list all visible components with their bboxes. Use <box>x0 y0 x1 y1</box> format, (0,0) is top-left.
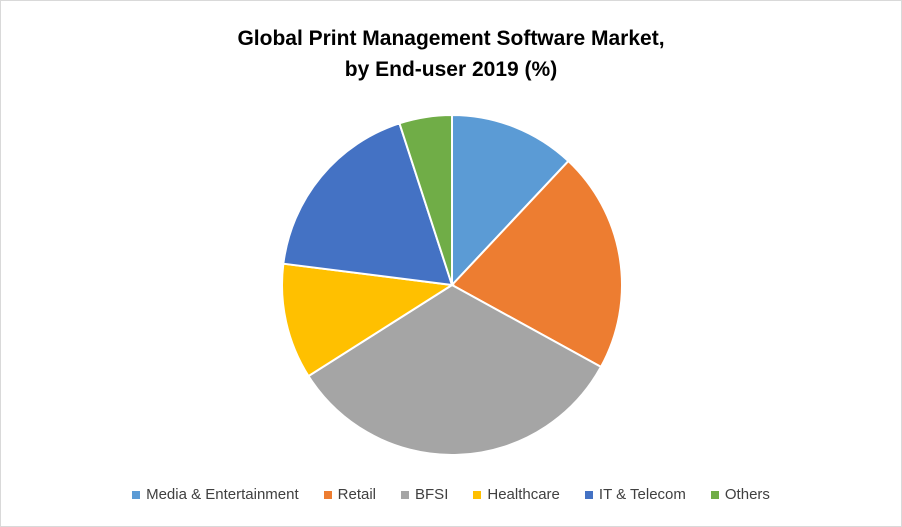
chart-legend: Media & Entertainment Retail BFSI Healthcar… <box>1 486 901 503</box>
legend-label: Others <box>724 486 770 503</box>
legend-swatch <box>473 490 482 499</box>
pie-slice-others <box>398 113 453 286</box>
legend-swatch <box>710 490 719 499</box>
pie-slice-media-entertainment <box>451 113 570 288</box>
legend-item: Healthcare <box>473 486 560 503</box>
legend-swatch <box>584 490 593 499</box>
chart-title-line-1: Global Print Management Software Market, <box>237 27 665 50</box>
chart-title-line-2: by End-user 2019 (%) <box>344 58 558 81</box>
legend-label: IT & Telecom <box>598 486 686 503</box>
legend-item: IT & Telecom <box>584 486 686 503</box>
legend-label: BFSI <box>415 486 449 503</box>
legend-swatch <box>132 490 141 499</box>
legend-item: BFSI <box>401 486 448 503</box>
pie-slice-healthcare <box>281 262 455 378</box>
legend-label: Retail <box>337 486 377 503</box>
pie-slice-it-telecom <box>282 122 454 287</box>
pie-slice-retail <box>450 159 623 369</box>
legend-swatch <box>323 490 332 499</box>
legend-item: Retail <box>323 486 377 503</box>
legend-swatch <box>401 490 410 499</box>
legend-label: Healthcare <box>487 486 560 503</box>
legend-item: Media & Entertainment <box>132 486 299 503</box>
legend-item: Others <box>710 486 770 503</box>
pie-slice-bfsi <box>307 283 603 456</box>
legend-label: Media & Entertainment <box>146 486 299 503</box>
chart-title: Global Print Management Software Market,… <box>1 23 901 85</box>
